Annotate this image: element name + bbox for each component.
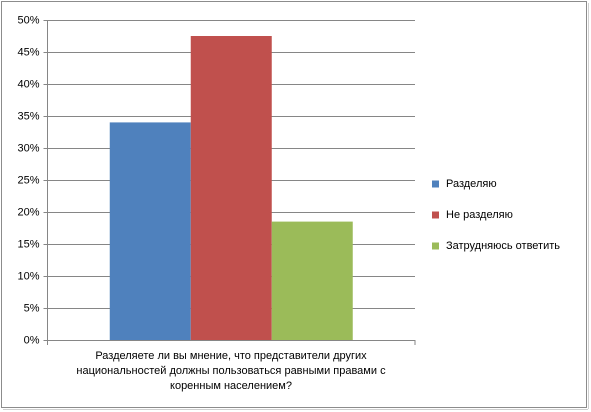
y-tick-label: 40% (17, 78, 39, 90)
legend-swatch (432, 211, 439, 219)
y-tick-label: 50% (17, 14, 39, 26)
bar (109, 122, 191, 341)
legend-label: Не разделяю (446, 209, 513, 221)
y-tick-label: 15% (17, 238, 39, 250)
bar (190, 36, 272, 340)
bar (271, 221, 353, 340)
chart-border (1, 1, 587, 408)
legend-label: Затрудняюсь ответить (446, 240, 560, 252)
legend-label: Разделяю (446, 178, 497, 190)
legend-swatch (432, 242, 439, 250)
category-label: Разделяете ли вы мнение, что представите… (76, 350, 386, 392)
y-tick-label: 20% (17, 206, 39, 218)
y-tick-label: 5% (24, 302, 40, 314)
y-tick-label: 45% (17, 46, 39, 58)
y-tick-label: 0% (24, 334, 40, 346)
y-tick-label: 35% (17, 110, 39, 122)
y-tick-label: 30% (17, 142, 39, 154)
y-tick-label: 10% (17, 270, 39, 282)
y-tick-label: 25% (17, 174, 39, 186)
legend-swatch (432, 180, 439, 188)
